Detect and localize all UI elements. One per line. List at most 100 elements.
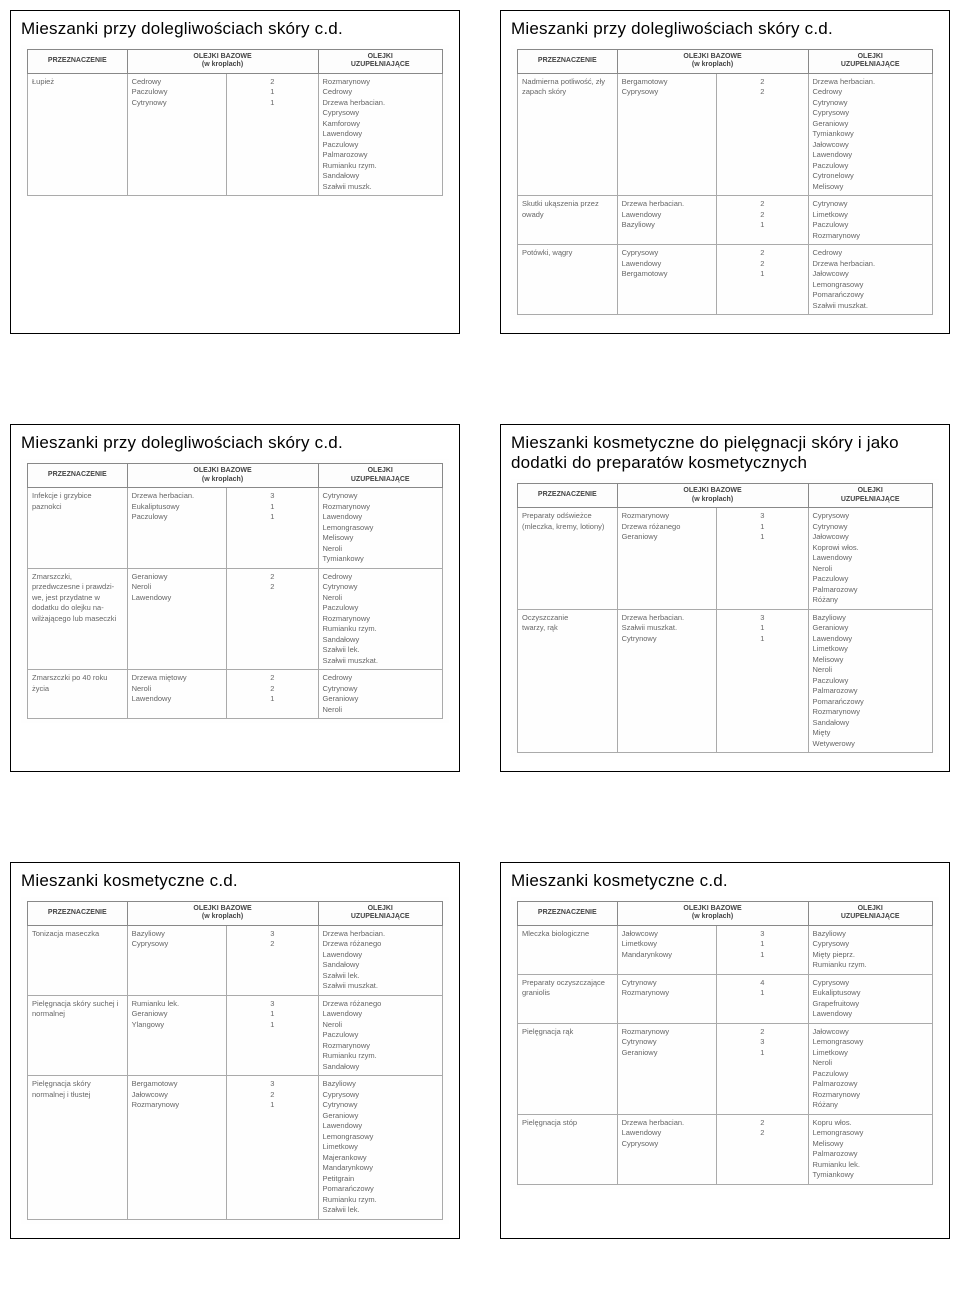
cell-przeznaczenie: Oczyszczanie twarzy, rąk: [518, 609, 618, 753]
scan-area: PRZEZNACZENIEOLEJKI BAZOWE (w kroplach)O…: [21, 459, 449, 723]
panel: Mieszanki przy dolegliwościach skóry c.d…: [500, 10, 950, 334]
cell-przeznaczenie: Preparaty oczyszczające graniolis: [518, 974, 618, 1023]
th-przeznaczenie: PRZEZNACZENIE: [28, 902, 128, 926]
cell-przeznaczenie: Tonizacja maseczka: [28, 925, 128, 995]
th-bazowe: OLEJKI BAZOWE (w kroplach): [127, 50, 318, 74]
cell-bazowe: Drzewa herbacian. Lawendowy Bazyliowy: [617, 196, 717, 245]
table-row: Pielęgnacja rąkRozmarynowy Cytrynowy Ger…: [518, 1023, 933, 1114]
table-row: Pielęgnacja skóry suchej i normalnejRumi…: [28, 995, 443, 1076]
mix-table: PRZEZNACZENIEOLEJKI BAZOWE (w kroplach)O…: [27, 463, 443, 719]
cell-qty: 2 2: [717, 73, 808, 196]
th-uzupelniajace: OLEJKI UZUPEŁNIAJĄCE: [808, 50, 933, 74]
cell-bazowe: Drzewa herbacian. Eukaliptusowy Paczulow…: [127, 488, 227, 569]
table-row: Zmarszczki, przedwczesne i prawdzi- we, …: [28, 568, 443, 670]
cell-przeznaczenie: Mleczka biologiczne: [518, 925, 618, 974]
th-przeznaczenie: PRZEZNACZENIE: [518, 50, 618, 74]
mix-table: PRZEZNACZENIEOLEJKI BAZOWE (w kroplach)O…: [27, 49, 443, 196]
panel-title: Mieszanki przy dolegliwościach skóry c.d…: [21, 19, 449, 39]
th-bazowe: OLEJKI BAZOWE (w kroplach): [617, 484, 808, 508]
th-przeznaczenie: PRZEZNACZENIE: [28, 464, 128, 488]
th-uzupelniajace: OLEJKI UZUPEŁNIAJĄCE: [318, 50, 443, 74]
scan-area: PRZEZNACZENIEOLEJKI BAZOWE (w kroplach)O…: [511, 479, 939, 757]
cell-przeznaczenie: Preparaty odświeżce (mleczka, kremy, lot…: [518, 508, 618, 610]
cell-uzupelniajace: Cedrowy Drzewa herbacian. Jałowcowy Lemo…: [808, 245, 933, 315]
cell-uzupelniajace: Drzewa herbacian. Drzewa różanego Lawend…: [318, 925, 443, 995]
th-uzupelniajace: OLEJKI UZUPEŁNIAJĄCE: [318, 464, 443, 488]
panel-title: Mieszanki kosmetyczne c.d.: [511, 871, 939, 891]
th-bazowe: OLEJKI BAZOWE (w kroplach): [617, 50, 808, 74]
table-row: Nadmierna potliwość, zły zapach skóryBer…: [518, 73, 933, 196]
cell-przeznaczenie: Pielęgnacja skóry suchej i normalnej: [28, 995, 128, 1076]
table-row: Preparaty oczyszczające graniolisCytryno…: [518, 974, 933, 1023]
cell-qty: 2 2: [717, 1114, 808, 1184]
cell-bazowe: Bazyliowy Cyprysowy: [127, 925, 227, 995]
cell-bazowe: Rozmarynowy Drzewa różanego Geraniowy: [617, 508, 717, 610]
scan-area: PRZEZNACZENIEOLEJKI BAZOWE (w kroplach)O…: [21, 897, 449, 1224]
cell-uzupelniajace: Cytrynowy Rozmarynowy Lawendowy Lemongra…: [318, 488, 443, 569]
cell-bazowe: Drzewa herbacian. Szałwii muszkat. Cytry…: [617, 609, 717, 753]
cell-bazowe: Bergamotowy Cyprysowy: [617, 73, 717, 196]
panel: Mieszanki kosmetyczne do pielęgnacji skó…: [500, 424, 950, 772]
cell-uzupelniajace: Rozmarynowy Cedrowy Drzewa herbacian. Cy…: [318, 73, 443, 196]
cell-uzupelniajace: Bazyliowy Cyprysowy Mięty pieprz. Rumian…: [808, 925, 933, 974]
cell-uzupelniajace: Bazyliowy Geraniowy Lawendowy Limetkowy …: [808, 609, 933, 753]
scan-area: PRZEZNACZENIEOLEJKI BAZOWE (w kroplach)O…: [511, 45, 939, 319]
th-uzupelniajace: OLEJKI UZUPEŁNIAJĄCE: [318, 902, 443, 926]
cell-uzupelniajace: Bazyliowy Cyprysowy Cytrynowy Geraniowy …: [318, 1076, 443, 1220]
scan-area: PRZEZNACZENIEOLEJKI BAZOWE (w kroplach)O…: [21, 45, 449, 200]
cell-qty: 2 2 1: [717, 245, 808, 315]
table-row: Mleczka biologiczneJałowcowy Limetkowy M…: [518, 925, 933, 974]
mix-table: PRZEZNACZENIEOLEJKI BAZOWE (w kroplach)O…: [27, 901, 443, 1220]
cell-bazowe: Rozmarynowy Cytrynowy Geraniowy: [617, 1023, 717, 1114]
cell-qty: 2 3 1: [717, 1023, 808, 1114]
cell-qty: 3 1 1: [227, 488, 318, 569]
scan-area: PRZEZNACZENIEOLEJKI BAZOWE (w kroplach)O…: [511, 897, 939, 1189]
cell-przeznaczenie: Zmarszczki, przedwczesne i prawdzi- we, …: [28, 568, 128, 670]
panel-grid: Mieszanki przy dolegliwościach skóry c.d…: [10, 10, 950, 1239]
mix-table: PRZEZNACZENIEOLEJKI BAZOWE (w kroplach)O…: [517, 49, 933, 315]
cell-bazowe: Drzewa herbacian. Lawendowy Cyprysowy: [617, 1114, 717, 1184]
th-bazowe: OLEJKI BAZOWE (w kroplach): [127, 464, 318, 488]
mix-table: PRZEZNACZENIEOLEJKI BAZOWE (w kroplach)O…: [517, 901, 933, 1185]
cell-przeznaczenie: Pielęgnacja stóp: [518, 1114, 618, 1184]
cell-przeznaczenie: Skutki ukąszenia przez owady: [518, 196, 618, 245]
cell-uzupelniajace: Drzewa różanego Lawendowy Neroli Paczulo…: [318, 995, 443, 1076]
cell-qty: 2 2 1: [227, 670, 318, 719]
table-row: Tonizacja maseczkaBazyliowy Cyprysowy3 2…: [28, 925, 443, 995]
cell-qty: 3 1 1: [227, 995, 318, 1076]
cell-przeznaczenie: Pielęgnacja rąk: [518, 1023, 618, 1114]
cell-qty: 4 1: [717, 974, 808, 1023]
cell-uzupelniajace: Cyprysowy Cytrynowy Jałowcowy Koprowi wł…: [808, 508, 933, 610]
th-uzupelniajace: OLEJKI UZUPEŁNIAJĄCE: [808, 902, 933, 926]
cell-bazowe: Cyprysowy Lawendowy Bergamotowy: [617, 245, 717, 315]
cell-bazowe: Geraniowy Neroli Lawendowy: [127, 568, 227, 670]
cell-uzupelniajace: Cyprysowy Eukaliptusowy Grapefruitowy La…: [808, 974, 933, 1023]
panel-title: Mieszanki kosmetyczne do pielęgnacji skó…: [511, 433, 939, 473]
mix-table: PRZEZNACZENIEOLEJKI BAZOWE (w kroplach)O…: [517, 483, 933, 753]
cell-bazowe: Jałowcowy Limetkowy Mandarynkowy: [617, 925, 717, 974]
panel: Mieszanki kosmetyczne c.d.PRZEZNACZENIEO…: [10, 862, 460, 1239]
th-przeznaczenie: PRZEZNACZENIE: [518, 484, 618, 508]
cell-qty: 3 1 1: [717, 508, 808, 610]
panel: Mieszanki kosmetyczne c.d. PRZEZNACZENIEO…: [500, 862, 950, 1239]
th-bazowe: OLEJKI BAZOWE (w kroplach): [617, 902, 808, 926]
cell-qty: 3 1 1: [717, 609, 808, 753]
table-row: Preparaty odświeżce (mleczka, kremy, lot…: [518, 508, 933, 610]
table-row: ŁupieżCedrowy Paczulowy Cytrynowy2 1 1Ro…: [28, 73, 443, 196]
panel-title: Mieszanki przy dolegliwościach skóry c.d…: [21, 433, 449, 453]
panel: Mieszanki przy dolegliwościach skóry c.d…: [10, 10, 460, 334]
cell-qty: 3 2: [227, 925, 318, 995]
th-przeznaczenie: PRZEZNACZENIE: [28, 50, 128, 74]
cell-przeznaczenie: Nadmierna potliwość, zły zapach skóry: [518, 73, 618, 196]
table-row: Oczyszczanie twarzy, rąkDrzewa herbacian…: [518, 609, 933, 753]
cell-bazowe: Cytrynowy Rozmarynowy: [617, 974, 717, 1023]
cell-uzupelniajace: Cytrynowy Limetkowy Paczulowy Rozmarynow…: [808, 196, 933, 245]
panel-title: Mieszanki przy dolegliwościach skóry c.d…: [511, 19, 939, 39]
cell-przeznaczenie: Łupież: [28, 73, 128, 196]
cell-qty: 3 2 1: [227, 1076, 318, 1220]
cell-uzupelniajace: Kopru włos. Lemongrasowy Melisowy Palmar…: [808, 1114, 933, 1184]
th-uzupelniajace: OLEJKI UZUPEŁNIAJĄCE: [808, 484, 933, 508]
cell-uzupelniajace: Jałowcowy Lemongrasowy Limetkowy Neroli …: [808, 1023, 933, 1114]
panel-title: Mieszanki kosmetyczne c.d.: [21, 871, 449, 891]
cell-przeznaczenie: Infekcje i grzybice paznokci: [28, 488, 128, 569]
